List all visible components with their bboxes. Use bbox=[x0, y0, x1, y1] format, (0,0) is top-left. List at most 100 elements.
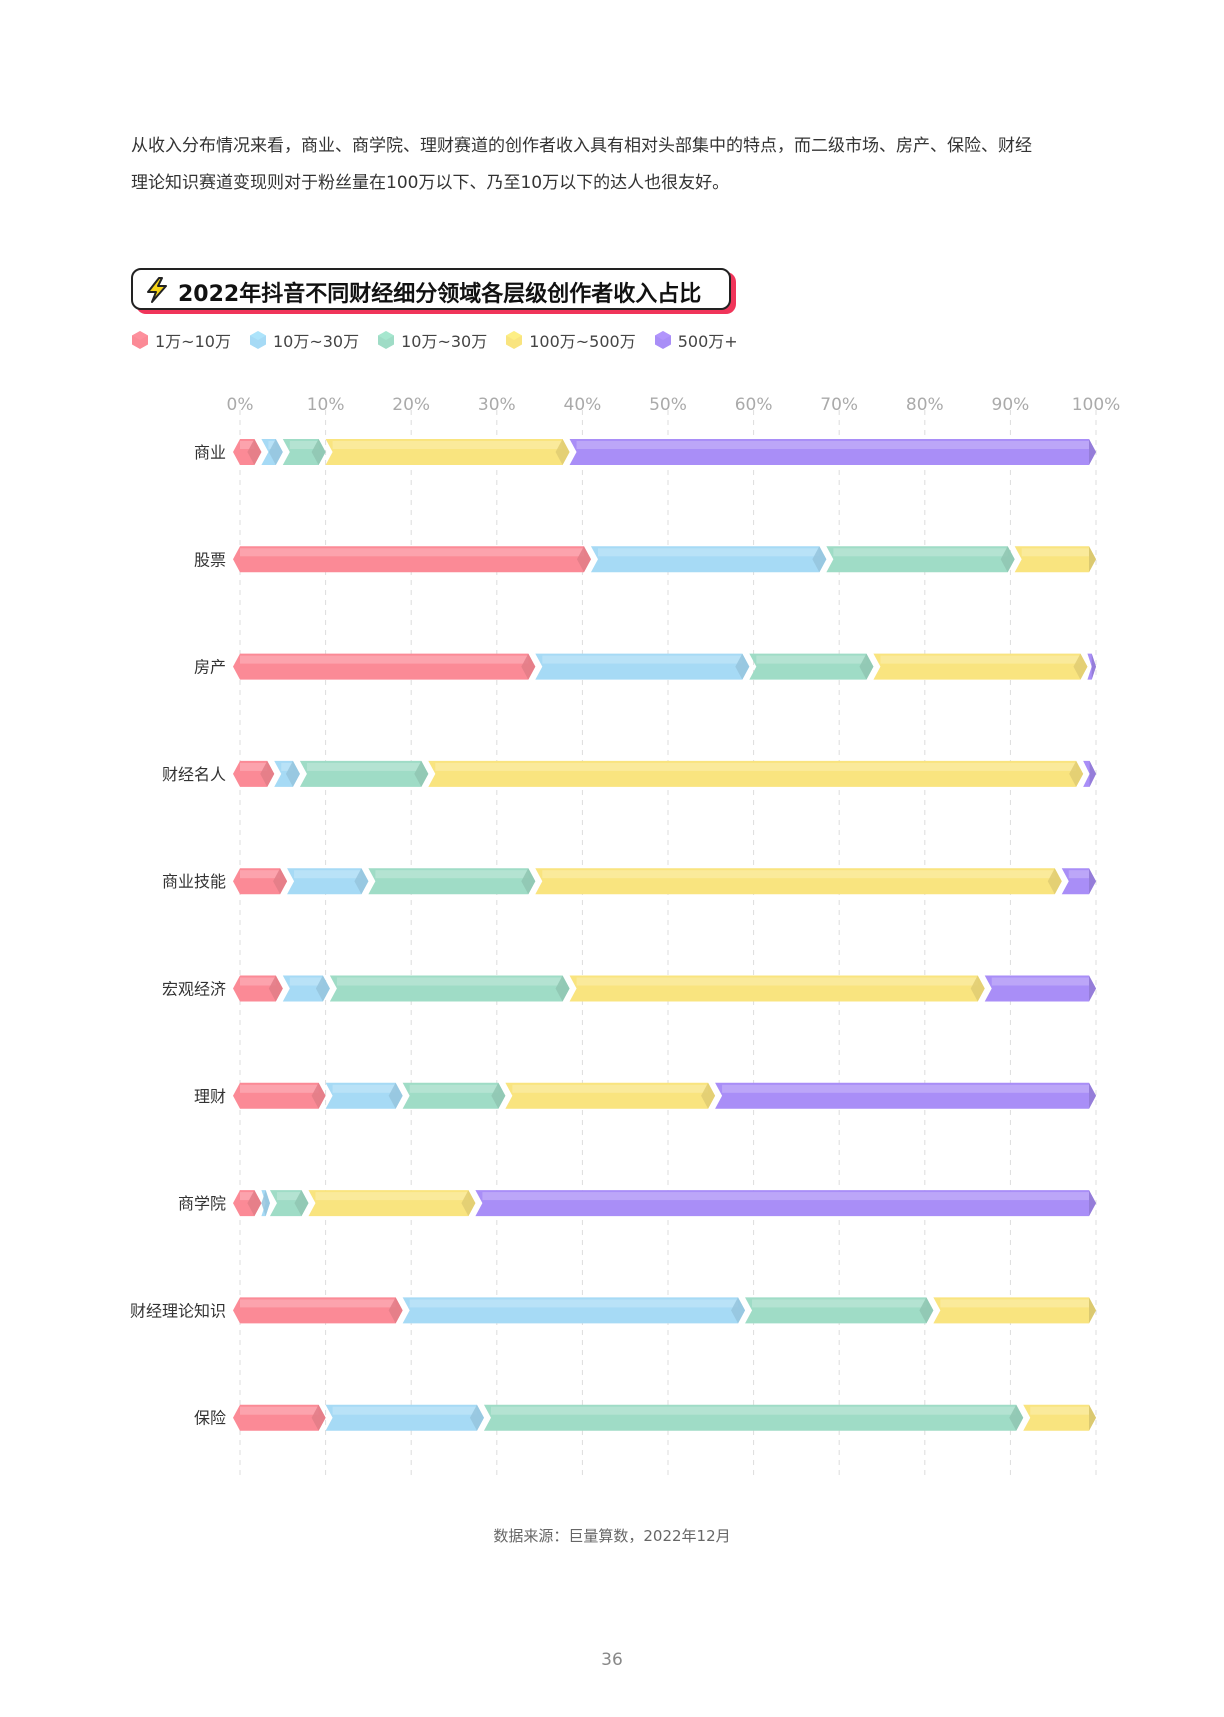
bar-end-cap bbox=[1089, 975, 1096, 1002]
category-label: 股票 bbox=[194, 550, 226, 569]
legend-item: 1万~10万 bbox=[131, 328, 231, 352]
bar-end-cap bbox=[1091, 653, 1096, 680]
category-label: 财经理论知识 bbox=[130, 1301, 226, 1320]
bar-segment bbox=[282, 975, 330, 1002]
data-source-note: 数据来源：巨量算数，2022年12月 bbox=[493, 1527, 731, 1545]
bar-highlight bbox=[289, 441, 319, 449]
bar-joint bbox=[735, 653, 750, 680]
intro-line-2: 理论知识赛道变现则对于粉丝量在100万以下、乃至10万以下的达人也很友好。 bbox=[131, 173, 730, 193]
bar-joint bbox=[859, 653, 874, 680]
bar-segment bbox=[590, 546, 827, 573]
x-tick-label: 90% bbox=[992, 395, 1030, 415]
bar-joint bbox=[268, 975, 283, 1002]
bar-joint bbox=[1000, 546, 1015, 573]
bar-joint bbox=[555, 439, 570, 465]
bar-segment bbox=[299, 760, 429, 787]
bar-highlight bbox=[240, 1299, 396, 1308]
category-label: 房产 bbox=[194, 658, 226, 677]
bar-group bbox=[233, 975, 1096, 1002]
bar-highlight bbox=[542, 870, 1055, 879]
bar-highlight bbox=[276, 1192, 302, 1201]
bar-segment bbox=[428, 760, 1084, 787]
bar-end-cap bbox=[1089, 1190, 1096, 1217]
legend-item: 500万+ bbox=[654, 328, 738, 352]
legend-item: 10万~30万 bbox=[249, 328, 359, 352]
bar-joint bbox=[1069, 760, 1084, 787]
x-tick-label: 20% bbox=[392, 395, 430, 415]
bar-segment bbox=[505, 1082, 716, 1109]
bar-segment bbox=[535, 868, 1062, 895]
bar-highlight bbox=[576, 977, 978, 986]
bar-highlight bbox=[1021, 548, 1089, 557]
bar-group bbox=[233, 868, 1096, 895]
bar-joint bbox=[311, 439, 326, 465]
bar-segment bbox=[287, 868, 369, 895]
bar-segment bbox=[749, 653, 874, 680]
bar-joint bbox=[285, 760, 300, 787]
category-label: 商业技能 bbox=[162, 872, 226, 891]
bar-highlight bbox=[409, 1299, 739, 1308]
bar-joint bbox=[521, 653, 536, 680]
bar-highlight bbox=[306, 762, 422, 771]
bar-segment bbox=[1061, 868, 1096, 895]
bar-segment bbox=[569, 439, 1096, 465]
bar-highlight bbox=[336, 977, 563, 986]
bar-segment bbox=[233, 1082, 326, 1109]
bar-highlight bbox=[240, 977, 276, 986]
bar-joint bbox=[247, 439, 262, 465]
x-tick-label: 10% bbox=[307, 395, 345, 415]
bar-segment bbox=[402, 1082, 506, 1109]
bar-joint bbox=[311, 1404, 326, 1431]
bar-segment bbox=[233, 1404, 326, 1431]
category-label: 商业 bbox=[194, 443, 226, 462]
bar-group bbox=[233, 1190, 1096, 1217]
bar-segment bbox=[233, 653, 536, 680]
hexagon-icon bbox=[249, 331, 266, 349]
bar-end-cap bbox=[1089, 1297, 1096, 1324]
bar-joint bbox=[1047, 868, 1062, 895]
bar-highlight bbox=[1030, 1406, 1089, 1415]
bar-joint bbox=[388, 1082, 403, 1109]
bar-highlight bbox=[240, 870, 281, 879]
bar-highlight bbox=[240, 441, 255, 449]
bar-joint bbox=[1073, 653, 1088, 680]
bar-highlight bbox=[1068, 870, 1089, 879]
bar-end-cap bbox=[1089, 1404, 1096, 1431]
bar-segment bbox=[308, 1190, 476, 1217]
bar-segment bbox=[233, 1297, 403, 1324]
bar-segment bbox=[402, 1297, 746, 1324]
bar-joint bbox=[555, 975, 570, 1002]
x-tick-label: 0% bbox=[227, 395, 254, 415]
bar-joint bbox=[461, 1190, 476, 1217]
bar-highlight bbox=[289, 977, 323, 986]
bar-joint bbox=[521, 868, 536, 895]
bar-segment bbox=[233, 975, 283, 1002]
bar-highlight bbox=[240, 1084, 319, 1093]
bar-segment bbox=[325, 1082, 403, 1109]
legend-item: 100万~500万 bbox=[505, 328, 636, 352]
bar-joint bbox=[701, 1082, 716, 1109]
bar-highlight bbox=[332, 1406, 477, 1415]
bar-segment bbox=[933, 1297, 1096, 1324]
bar-joint bbox=[970, 975, 985, 1002]
bar-segment bbox=[368, 868, 536, 895]
x-tick-label: 40% bbox=[564, 395, 602, 415]
x-tick-label: 70% bbox=[820, 395, 858, 415]
bar-segment bbox=[984, 975, 1096, 1002]
bar-highlight bbox=[833, 548, 1008, 557]
bar-segment bbox=[1014, 546, 1096, 573]
bar-segment bbox=[535, 653, 750, 680]
bar-segment bbox=[325, 439, 570, 465]
category-label: 宏观经济 bbox=[162, 980, 226, 999]
x-tick-label: 100% bbox=[1072, 395, 1121, 415]
bar-segment bbox=[826, 546, 1015, 573]
bar-end-cap bbox=[1089, 868, 1096, 895]
bar-highlight bbox=[722, 1084, 1089, 1093]
bar-highlight bbox=[294, 870, 362, 879]
category-label: 财经名人 bbox=[162, 765, 226, 784]
legend-label: 100万~500万 bbox=[529, 332, 636, 351]
bar-joint bbox=[812, 546, 827, 573]
intro-paragraph: 从收入分布情况来看，商业、商学院、理财赛道的创作者收入具有相对头部集中的特点，而… bbox=[131, 128, 1111, 202]
bar-group bbox=[233, 1082, 1096, 1109]
hexagon-icon bbox=[132, 331, 148, 349]
